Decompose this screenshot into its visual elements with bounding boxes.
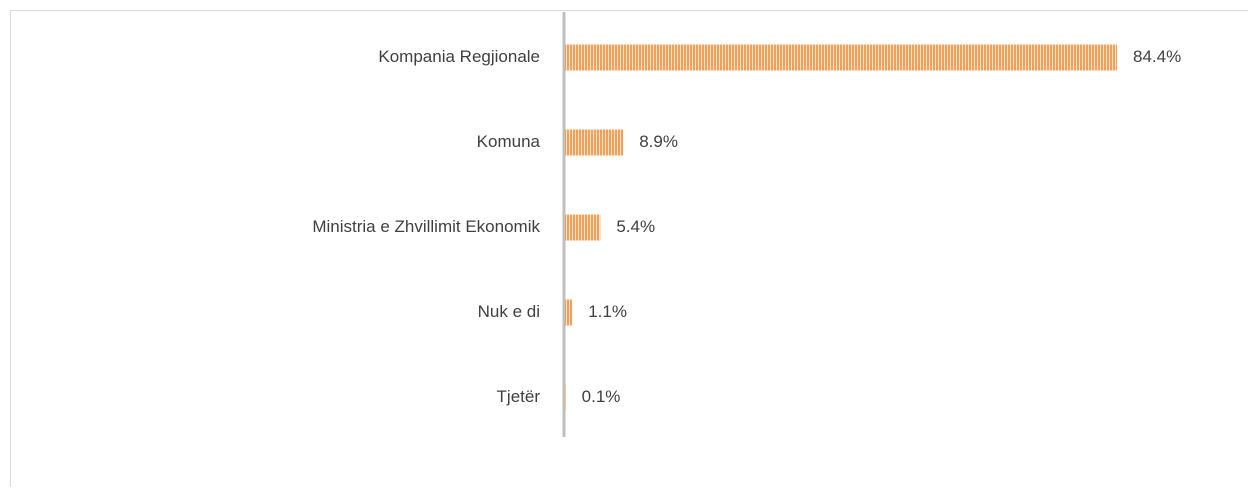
category-label: Ministria e Zhvillimit Ekonomik xyxy=(312,217,540,236)
chart-border xyxy=(11,11,1248,488)
bar xyxy=(565,300,572,326)
value-label: 1.1% xyxy=(588,302,627,321)
value-label: 5.4% xyxy=(616,217,655,236)
bar xyxy=(565,45,1117,71)
value-label: 84.4% xyxy=(1133,47,1181,66)
bar xyxy=(565,215,600,241)
value-label: 8.9% xyxy=(639,132,678,151)
category-label: Nuk e di xyxy=(478,302,540,321)
category-label: Tjetër xyxy=(497,387,541,406)
category-label: Kompania Regjionale xyxy=(378,47,540,66)
value-label: 0.1% xyxy=(582,387,621,406)
bar xyxy=(565,130,623,156)
bar xyxy=(565,385,566,411)
category-label: Komuna xyxy=(477,132,541,151)
